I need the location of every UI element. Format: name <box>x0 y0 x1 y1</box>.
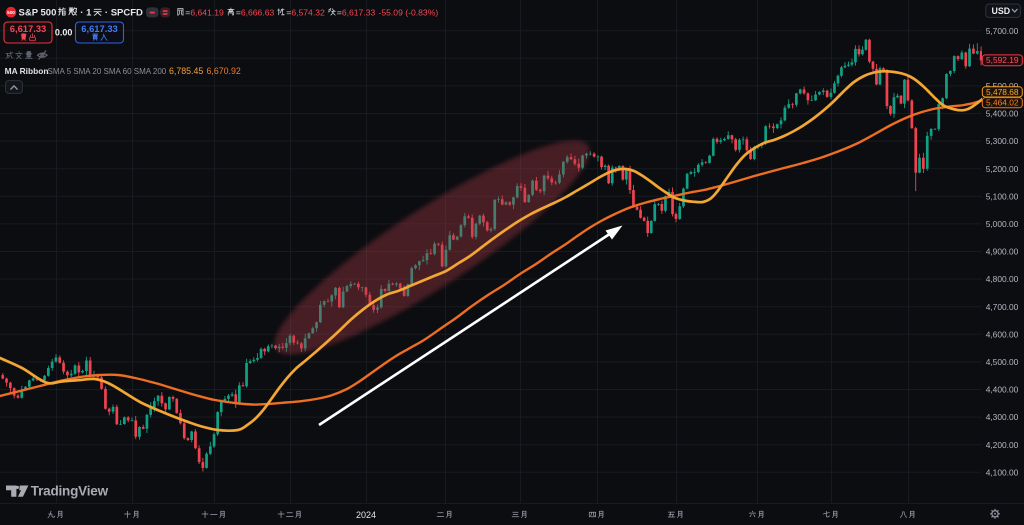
svg-text:=6,641.19: =6,641.19 <box>185 7 224 17</box>
svg-text:4,200.00: 4,200.00 <box>986 440 1019 450</box>
svg-text:S&P 500: S&P 500 <box>19 8 57 19</box>
svg-text:4,600.00: 4,600.00 <box>986 329 1019 339</box>
svg-text:MA Ribbon: MA Ribbon <box>5 66 49 76</box>
svg-text:-55.09 (-0.83%): -55.09 (-0.83%) <box>379 7 439 17</box>
svg-text:4,900.00: 4,900.00 <box>986 247 1019 257</box>
svg-text:5,592.19: 5,592.19 <box>986 55 1019 65</box>
svg-text:=6,574.32: =6,574.32 <box>286 7 325 17</box>
svg-text:4,100.00: 4,100.00 <box>986 467 1019 477</box>
svg-text:5,000.00: 5,000.00 <box>986 219 1019 229</box>
svg-text:4,500.00: 4,500.00 <box>986 357 1019 367</box>
svg-text:0.00: 0.00 <box>55 28 73 38</box>
svg-text:· 1: · 1 <box>80 8 92 19</box>
svg-text:=6,617.33: =6,617.33 <box>337 7 376 17</box>
svg-text:6,670.92: 6,670.92 <box>207 66 241 76</box>
svg-text:TradingView: TradingView <box>31 483 109 498</box>
svg-text:5,700.00: 5,700.00 <box>986 26 1019 36</box>
svg-text:4,300.00: 4,300.00 <box>986 412 1019 422</box>
svg-text:2024: 2024 <box>356 510 376 520</box>
svg-text:6,617.33: 6,617.33 <box>10 23 47 34</box>
svg-text:5,464.02: 5,464.02 <box>986 98 1019 108</box>
svg-text:5,300.00: 5,300.00 <box>986 136 1019 146</box>
svg-text:USD: USD <box>992 6 1011 16</box>
svg-text:4,400.00: 4,400.00 <box>986 385 1019 395</box>
svg-text:=6,666.63: =6,666.63 <box>236 7 275 17</box>
svg-text:4,700.00: 4,700.00 <box>986 302 1019 312</box>
svg-text:500: 500 <box>7 10 15 15</box>
svg-text:5,400.00: 5,400.00 <box>986 109 1019 119</box>
svg-text:SMA 5 SMA 20 SMA 60 SMA 200: SMA 5 SMA 20 SMA 60 SMA 200 <box>48 67 167 76</box>
svg-text:6,617.33: 6,617.33 <box>81 23 118 34</box>
svg-text:6,785.45: 6,785.45 <box>169 66 203 76</box>
svg-text:5,478.68: 5,478.68 <box>986 87 1019 97</box>
svg-text:5,200.00: 5,200.00 <box>986 164 1019 174</box>
svg-text:5,500.00: 5,500.00 <box>986 81 1019 91</box>
svg-text:· SPCFD: · SPCFD <box>105 8 143 19</box>
svg-text:4,800.00: 4,800.00 <box>986 274 1019 284</box>
svg-text:5,100.00: 5,100.00 <box>986 191 1019 201</box>
